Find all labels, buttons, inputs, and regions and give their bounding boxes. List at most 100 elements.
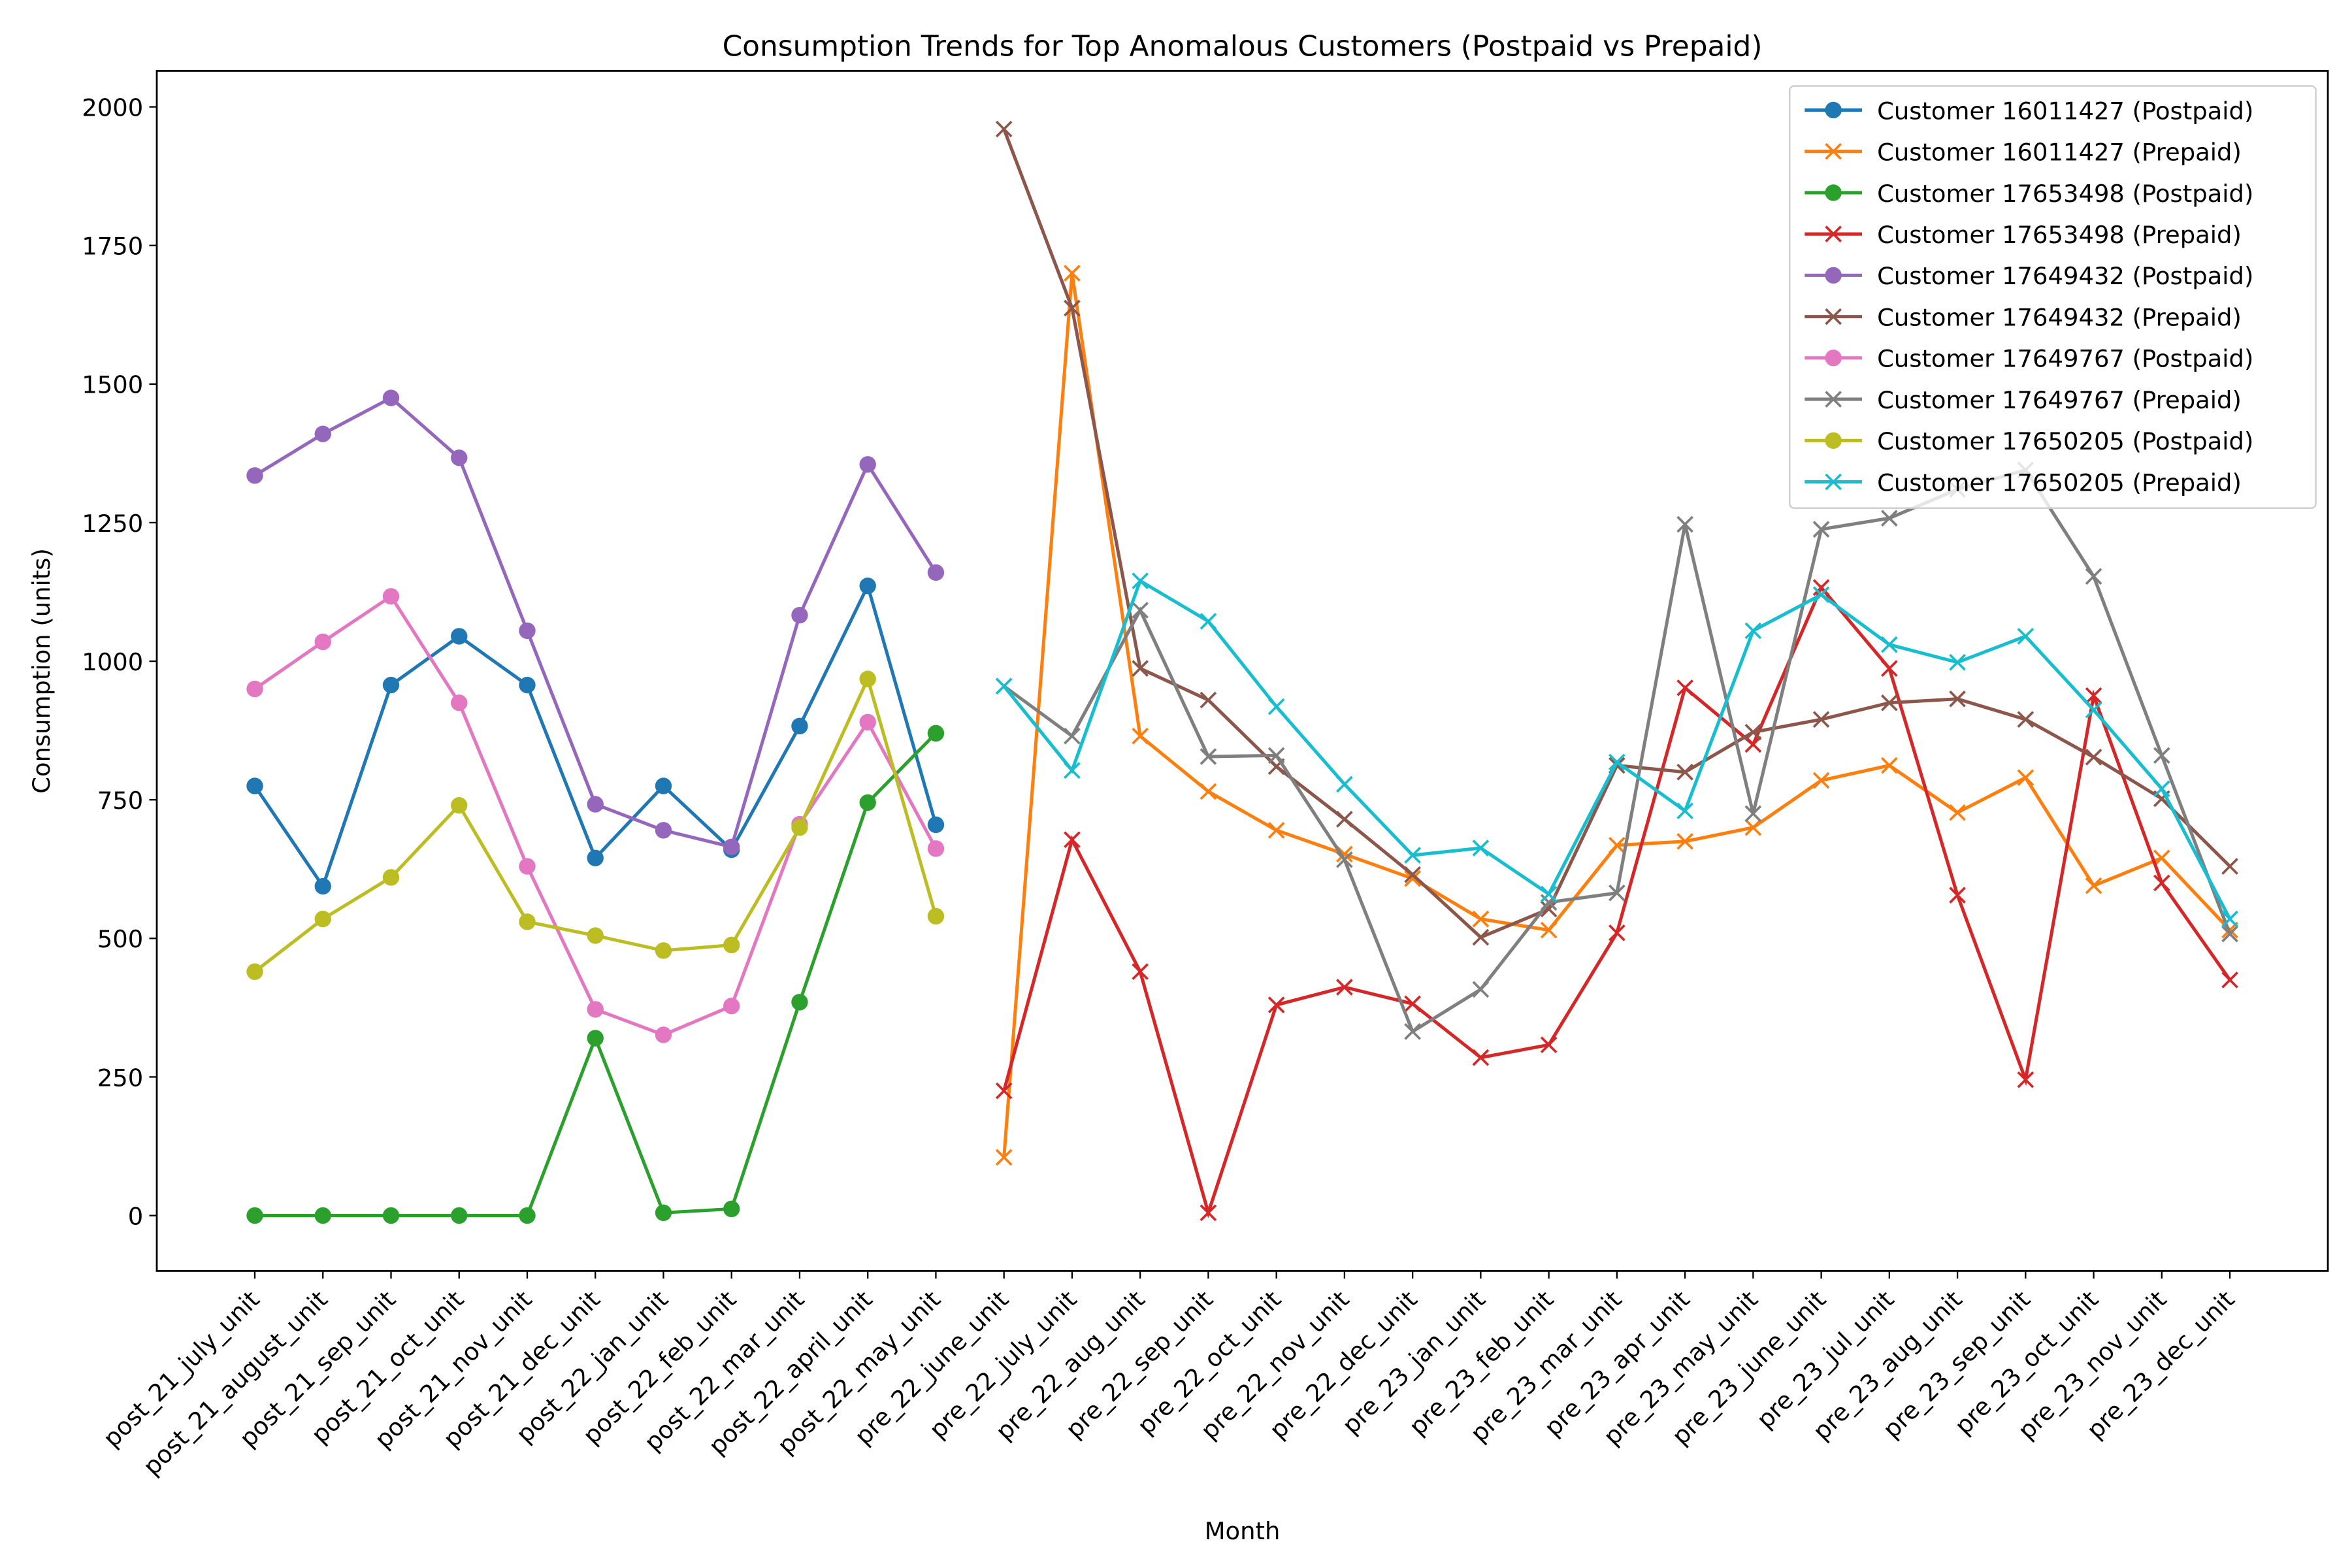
data-point — [1812, 521, 1830, 538]
data-point — [2153, 747, 2170, 764]
data-point — [519, 858, 536, 875]
y-axis-label: Consumption (units) — [27, 548, 56, 794]
data-point — [314, 633, 331, 651]
data-point — [2017, 769, 2034, 787]
data-point — [1064, 299, 1081, 317]
legend-marker — [1825, 101, 1842, 119]
data-point — [314, 1207, 331, 1224]
data-point — [2017, 711, 2034, 728]
legend-label: Customer 17650205 (Postpaid) — [1877, 427, 2253, 455]
data-point — [927, 564, 945, 581]
data-point — [1949, 653, 1966, 671]
data-point — [1404, 866, 1421, 883]
data-point — [1949, 804, 1966, 821]
data-point — [1812, 772, 1830, 789]
data-point — [1540, 885, 1558, 903]
chart-title: Consumption Trends for Top Anomalous Cus… — [723, 29, 1763, 63]
data-point — [451, 628, 468, 645]
data-point — [995, 1082, 1013, 1100]
data-point — [859, 713, 876, 731]
data-point — [655, 942, 672, 959]
y-tick-label: 1250 — [82, 510, 143, 538]
legend-marker — [1825, 267, 1842, 284]
data-point — [1881, 757, 1898, 774]
y-tick-label: 1750 — [82, 233, 143, 261]
data-point — [791, 606, 808, 624]
data-point — [587, 927, 604, 944]
legend-label: Customer 17650205 (Prepaid) — [1877, 468, 2242, 497]
legend-label: Customer 16011427 (Prepaid) — [1877, 139, 2242, 167]
data-point — [314, 910, 331, 928]
data-point — [1472, 928, 1490, 946]
data-point — [246, 963, 263, 980]
y-tick-label: 500 — [97, 925, 143, 953]
data-point — [1064, 265, 1081, 282]
data-point — [1881, 694, 1898, 711]
data-point — [723, 838, 740, 856]
data-point — [451, 1207, 468, 1224]
data-point — [1676, 832, 1693, 850]
data-point — [723, 936, 740, 954]
data-point — [927, 907, 945, 925]
y-tick-label: 2000 — [82, 93, 143, 122]
data-point — [1404, 847, 1421, 864]
data-point — [723, 1200, 740, 1218]
data-point — [2017, 628, 2034, 645]
data-point — [995, 1149, 1013, 1166]
data-point — [587, 1001, 604, 1018]
data-point — [1812, 586, 1830, 604]
data-point — [2085, 701, 2102, 719]
data-point — [995, 120, 1013, 138]
data-point — [655, 777, 672, 794]
data-point — [1472, 840, 1490, 857]
legend-label: Customer 17649432 (Prepaid) — [1877, 303, 2242, 331]
data-point — [1132, 572, 1149, 589]
data-point — [1267, 698, 1285, 715]
data-point — [1200, 1204, 1217, 1222]
data-point — [1132, 963, 1149, 981]
data-point — [1744, 819, 1762, 836]
data-point — [2085, 687, 2102, 704]
data-point — [246, 680, 263, 698]
data-point — [1744, 736, 1762, 753]
data-point — [1609, 924, 1625, 941]
data-point — [314, 877, 331, 895]
data-point — [1267, 747, 1285, 764]
data-point — [1812, 711, 1830, 728]
y-tick-label: 0 — [128, 1202, 143, 1230]
data-point — [1267, 822, 1285, 839]
data-point — [655, 1204, 672, 1221]
data-point — [655, 1026, 672, 1043]
y-tick-label: 750 — [97, 787, 143, 815]
data-point — [1949, 887, 1966, 904]
data-point — [1744, 805, 1762, 823]
data-point — [1949, 690, 1966, 708]
legend-marker — [1825, 142, 1842, 160]
data-point — [1676, 679, 1693, 696]
data-point — [1336, 851, 1353, 868]
data-point — [1064, 831, 1081, 849]
data-point — [1200, 783, 1217, 800]
data-point — [791, 819, 808, 836]
data-point — [1881, 660, 1898, 677]
data-point — [859, 670, 876, 687]
data-point — [1609, 884, 1625, 902]
data-point — [859, 577, 876, 595]
data-point — [1336, 811, 1353, 828]
y-tick-label: 1500 — [82, 371, 143, 399]
data-point — [1132, 660, 1149, 677]
data-point — [2085, 877, 2102, 894]
y-tick-label: 250 — [97, 1064, 143, 1092]
data-point — [1064, 762, 1081, 779]
data-point — [451, 449, 468, 466]
data-point — [1200, 691, 1217, 709]
data-point — [1472, 1049, 1490, 1066]
data-point — [995, 678, 1013, 695]
data-point — [791, 717, 808, 735]
data-point — [1881, 510, 1898, 527]
data-point — [382, 389, 400, 406]
data-point — [1472, 981, 1490, 998]
data-point — [2085, 568, 2102, 585]
